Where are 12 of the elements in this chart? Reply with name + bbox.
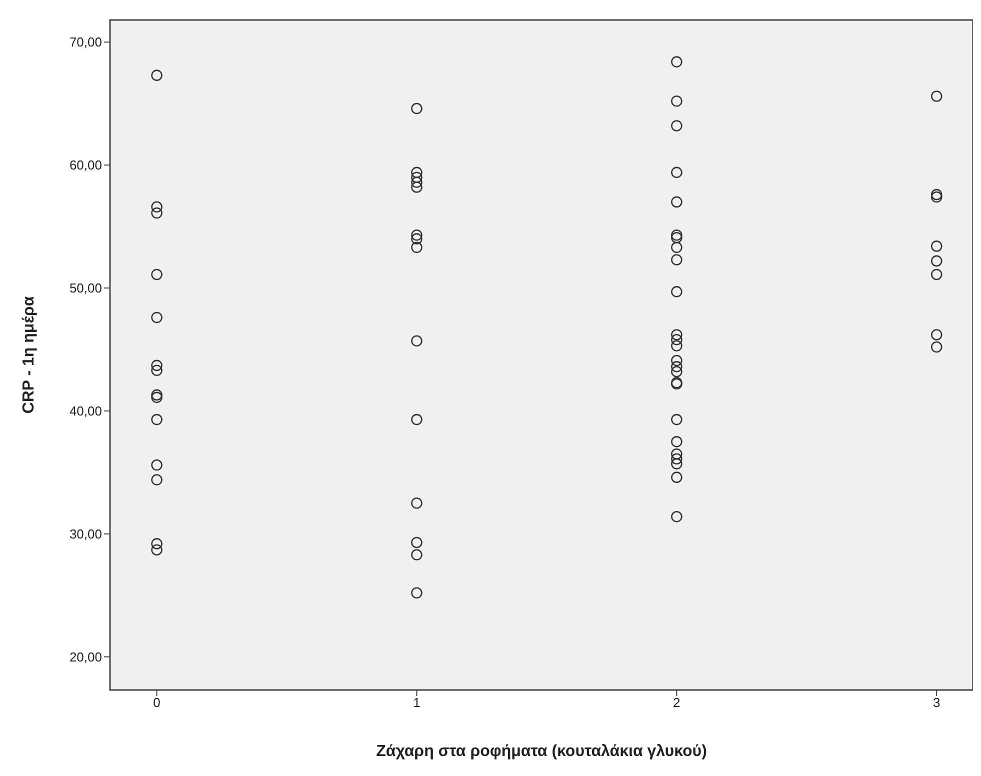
y-tick-label: 50,00: [69, 280, 102, 296]
x-tick-label: 0: [153, 695, 160, 710]
x-tick-label: 2: [673, 695, 680, 710]
x-tick-label: 1: [413, 695, 420, 710]
y-tick-label: 30,00: [69, 526, 102, 542]
y-axis-title: CRP - 1η ημέρα: [20, 296, 38, 414]
x-tick-label: 3: [932, 695, 940, 710]
x-axis-title: Ζάχαρη στα ροφήματα (κουταλάκια γλυκού): [376, 743, 707, 760]
y-tick-label: 20,00: [69, 649, 102, 664]
y-tick-label: 40,00: [69, 404, 102, 419]
y-tick-label: 70,00: [69, 34, 102, 50]
y-tick-label: 60,00: [69, 158, 102, 173]
